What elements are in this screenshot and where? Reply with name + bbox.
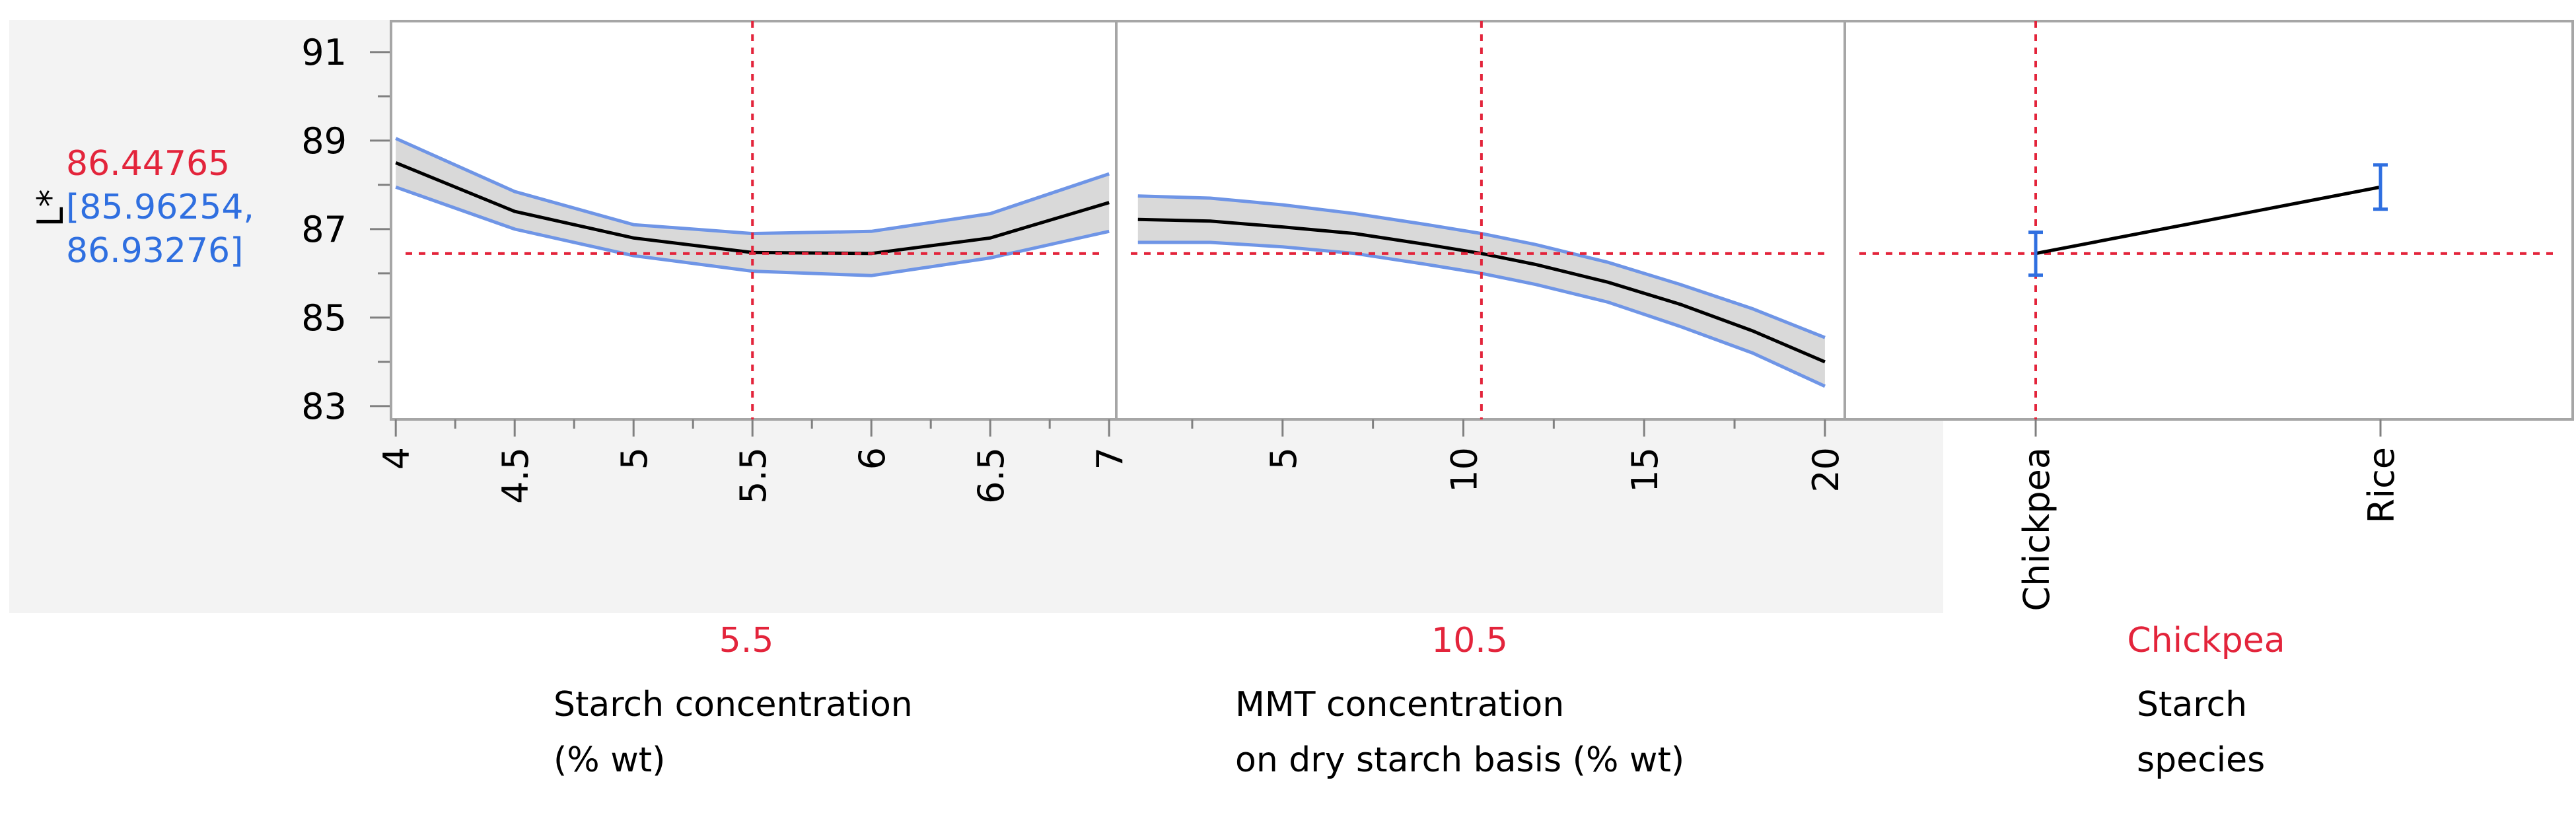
panel-starch-species: Chickpea Rice [1843, 20, 2574, 611]
factor-label-mmt-concentration: MMT concentration on dry starch basis (%… [1235, 677, 1684, 788]
x-tick-label: 4 [376, 447, 417, 470]
x-tick-label: 6.5 [970, 447, 1012, 504]
panel-starch-concentration: 4 4.5 5 5.5 6 6.5 7 [376, 20, 1131, 504]
confidence-band [1137, 195, 1825, 386]
x-tick-label: 10 [1443, 447, 1485, 493]
x-tick-label: 20 [1805, 447, 1847, 493]
prediction-line [2035, 185, 2381, 256]
ci-lower-value: [85.96254, [66, 188, 254, 227]
panel-mmt-concentration: 5 10 15 20 [1115, 20, 1847, 493]
x-tick-label: 7 [1089, 447, 1131, 470]
factor-label-line1: Starch [2137, 685, 2248, 725]
ci-upper-value: 86.93276] [66, 231, 244, 271]
y-tick-label: 89 [301, 120, 347, 162]
x-tick-label: Rice [2361, 447, 2402, 523]
x-tick-label: 5 [1263, 447, 1305, 470]
y-tick-label: 91 [301, 32, 347, 73]
y-tick-label: 87 [301, 209, 347, 250]
factor-label-starch-species: Starch species [2137, 677, 2265, 788]
prediction-line [1137, 217, 1826, 364]
y-axis-title: L* [30, 189, 71, 227]
factor-setting-starch-concentration[interactable]: 5.5 [719, 621, 774, 660]
lower-ci-line [395, 185, 1110, 277]
factor-label-line2: (% wt) [554, 740, 666, 780]
y-axis-shade [9, 20, 391, 613]
y-tick-label: 85 [301, 297, 347, 339]
x-axis-shade [391, 419, 1943, 613]
factor-label-starch-concentration: Starch concentration (% wt) [554, 677, 913, 788]
factor-label-line1: MMT concentration [1235, 685, 1565, 725]
factor-setting-starch-species[interactable]: Chickpea [2127, 621, 2285, 660]
x-tick-label: 5 [614, 447, 655, 470]
factor-setting-mmt-concentration[interactable]: 10.5 [1431, 621, 1508, 660]
factor-label-line2: on dry starch basis (% wt) [1235, 740, 1685, 780]
x-tick-label: 5.5 [733, 447, 774, 504]
factor-label-line1: Starch concentration [554, 685, 913, 725]
prediction-readout: 86.44765 [85.96254, 86.93276] [66, 142, 254, 273]
predicted-value: 86.44765 [66, 144, 231, 184]
factor-label-line2: species [2137, 740, 2266, 780]
x-tick-label: Chickpea [2016, 447, 2057, 611]
x-tick-label: 6 [851, 447, 893, 470]
x-tick-label: 15 [1624, 447, 1666, 493]
x-tick-label: 4.5 [495, 447, 536, 504]
y-tick-label: 83 [301, 386, 347, 427]
